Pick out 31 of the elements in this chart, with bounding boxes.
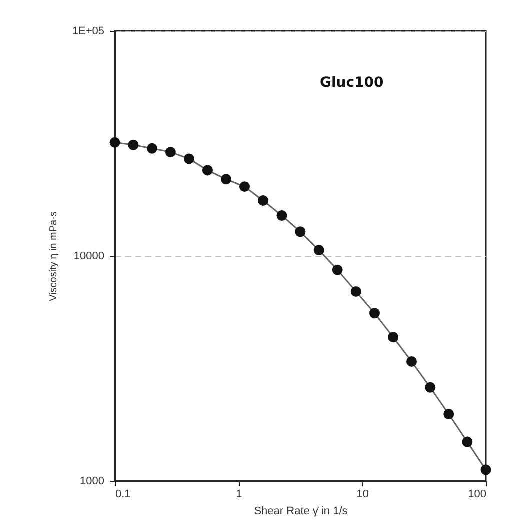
y-tick-label: 10000	[74, 250, 104, 262]
point	[258, 196, 268, 206]
point	[370, 308, 380, 319]
point	[128, 140, 139, 150]
x-tick-label: 0.1	[116, 488, 131, 500]
x-tick-label: 10	[356, 488, 369, 500]
point	[332, 264, 343, 276]
x-tick-label: 1	[236, 488, 242, 500]
point	[221, 174, 232, 185]
y-axis-title: Viscosity η in mPa·s	[48, 212, 60, 302]
point	[202, 165, 213, 176]
annotation: Gluc100	[320, 75, 384, 91]
point	[184, 154, 194, 164]
y-tick-label: 1000	[80, 476, 104, 488]
point	[350, 286, 362, 297]
point	[276, 210, 288, 221]
point	[480, 464, 492, 476]
point	[110, 137, 120, 148]
point	[240, 182, 250, 192]
point	[425, 382, 436, 393]
x-tick-label: 100	[468, 488, 486, 500]
point	[314, 245, 324, 256]
x-axis-title: Shear Rate γ̇ in 1/s	[254, 506, 348, 518]
point	[462, 436, 473, 448]
point	[295, 226, 306, 238]
point	[165, 147, 176, 158]
point	[406, 356, 418, 367]
y-tick-label: 1E+05	[72, 26, 104, 38]
point	[146, 143, 158, 154]
point	[444, 409, 454, 420]
point	[388, 332, 399, 343]
